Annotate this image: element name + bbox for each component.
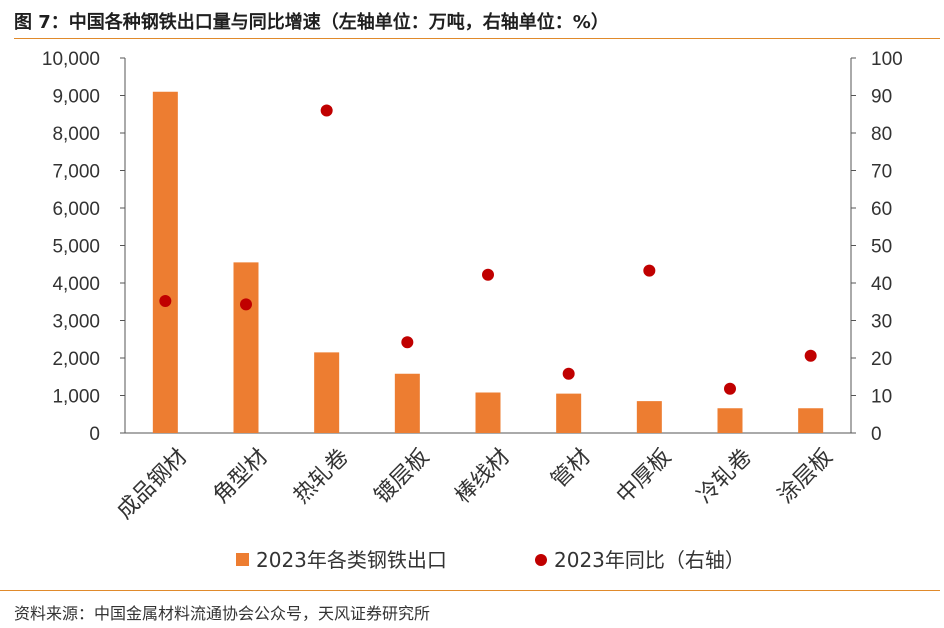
chart-title: 图 7：中国各种钢铁出口量与同比增速（左轴单位：万吨，右轴单位：%） — [14, 12, 609, 33]
bar-1 — [152, 91, 178, 433]
bar-3 — [314, 352, 340, 433]
left-y-tick-label: 4,000 — [52, 274, 100, 295]
x-category-label: 角型材 — [209, 444, 273, 508]
left-y-tick-label: 9,000 — [52, 87, 100, 108]
legend-bar-swatch — [236, 553, 249, 566]
x-category-label: 镀层板 — [370, 444, 434, 508]
right-y-tick-label: 60 — [871, 199, 892, 220]
x-category-label: 中厚板 — [612, 444, 676, 508]
right-y-tick-label: 0 — [871, 424, 882, 445]
yoy-dot-7 — [643, 264, 656, 277]
left-y-tick-label: 5,000 — [52, 237, 100, 258]
yoy-dot-1 — [159, 295, 172, 307]
right-y-tick-label: 90 — [871, 87, 892, 108]
right-y-tick-label: 70 — [871, 162, 892, 183]
yoy-dot-3 — [320, 104, 333, 117]
legend-dot-label: 2023年同比（右轴） — [554, 548, 745, 572]
right-y-tick-label: 40 — [871, 274, 892, 295]
legend-dot-swatch — [535, 554, 547, 566]
left-y-tick-label: 6,000 — [52, 199, 100, 220]
left-y-tick-label: 7,000 — [52, 162, 100, 183]
right-y-tick-label: 20 — [871, 349, 892, 370]
yoy-dot-4 — [401, 336, 414, 349]
bar-8 — [717, 408, 743, 433]
left-y-tick-label: 3,000 — [52, 312, 100, 333]
legend-bar-label: 2023年各类钢铁出口 — [256, 548, 447, 572]
footer-divider — [0, 590, 940, 591]
x-category-label: 管材 — [547, 444, 596, 493]
right-y-tick-label: 100 — [871, 49, 903, 70]
x-category-label: 涂层板 — [773, 444, 837, 508]
x-category-label: 冷轧卷 — [693, 444, 757, 508]
bar-5 — [475, 392, 501, 433]
x-category-label: 棒线材 — [451, 444, 515, 508]
x-category-label: 成品钢材 — [112, 444, 192, 524]
bar-9 — [798, 408, 824, 433]
bar-6 — [556, 393, 582, 433]
yoy-dot-6 — [562, 367, 575, 380]
yoy-dot-8 — [724, 382, 736, 395]
right-y-tick-label: 30 — [871, 312, 892, 333]
right-y-tick-label: 50 — [871, 237, 892, 258]
title-divider — [14, 38, 940, 39]
left-y-tick-label: 0 — [89, 424, 100, 445]
yoy-dot-2 — [240, 298, 252, 311]
left-y-tick-label: 1,000 — [52, 387, 100, 408]
yoy-dot-9 — [804, 349, 817, 362]
left-y-tick-label: 2,000 — [52, 349, 100, 370]
bar-4 — [394, 373, 420, 433]
right-y-tick-label: 10 — [871, 387, 892, 408]
bar-2 — [233, 262, 259, 433]
yoy-dot-5 — [482, 268, 494, 281]
bar-7 — [636, 401, 662, 433]
x-category-label: 热轧卷 — [289, 444, 353, 508]
source-note: 资料来源：中国金属材料流通协会公众号，天风证券研究所 — [14, 604, 431, 623]
right-y-tick-label: 80 — [871, 124, 892, 145]
left-y-tick-label: 8,000 — [52, 124, 100, 145]
left-y-tick-label: 10,000 — [42, 49, 100, 70]
